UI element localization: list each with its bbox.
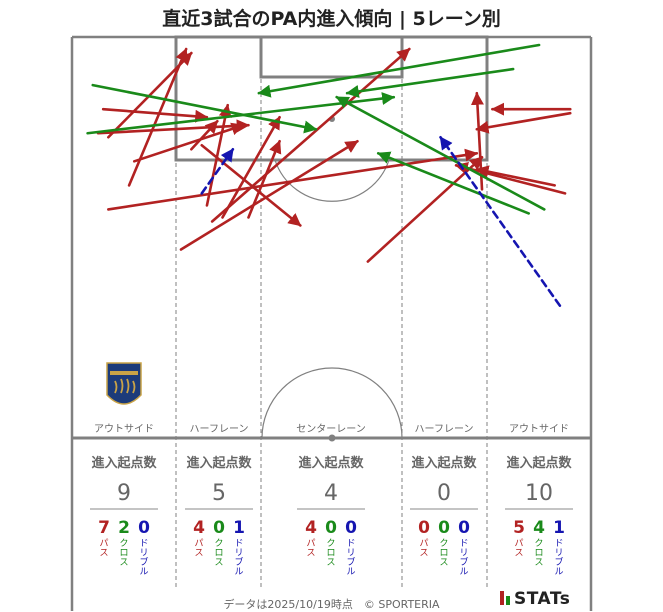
stat-dribble-count: 1 bbox=[233, 518, 245, 538]
lane-stats: 進入起点数97パス2クロス0ドリブル進入起点数54パス0クロス1ドリブル進入起点… bbox=[90, 455, 573, 578]
cross-arrow bbox=[335, 95, 546, 211]
stat-cross-count: 4 bbox=[533, 518, 545, 538]
pass-arrow bbox=[475, 165, 556, 187]
stat-total: 4 bbox=[324, 481, 338, 506]
pass-arrow bbox=[475, 111, 572, 134]
pass-arrow bbox=[132, 122, 245, 163]
stat-header: 進入起点数 bbox=[186, 455, 252, 471]
stat-cross-count: 0 bbox=[325, 518, 337, 538]
chart-title: 直近3試合のPA内進入傾向 | 5レーン別 bbox=[162, 8, 501, 30]
lane-label: アウトサイド bbox=[94, 423, 154, 435]
stat-cross-label: クロス bbox=[326, 538, 335, 568]
stat-cross-label: クロス bbox=[439, 538, 448, 568]
stat-pass-label: パス bbox=[99, 538, 108, 559]
stat-header: 進入起点数 bbox=[91, 455, 157, 471]
dribble-arrow bbox=[439, 135, 562, 307]
stat-dribble-label: ドリブル bbox=[139, 539, 148, 578]
pass-arrow bbox=[190, 119, 219, 151]
lane-label: ハーフレーン bbox=[415, 424, 474, 435]
lane-label: センターレーン bbox=[296, 423, 366, 435]
stat-header: 進入起点数 bbox=[411, 455, 477, 471]
stat-cross-count: 0 bbox=[213, 518, 225, 538]
stat-pass-count: 0 bbox=[418, 518, 430, 538]
stat-total: 9 bbox=[117, 481, 131, 506]
lane-label: ハーフレーン bbox=[190, 424, 249, 435]
brand-text: STATs bbox=[514, 589, 571, 609]
stat-header: 進入起点数 bbox=[506, 455, 572, 471]
stat-cross-label: クロス bbox=[534, 538, 543, 568]
footer-note: データは2025/10/19時点 © SPORTERIA bbox=[223, 598, 440, 611]
stat-pass-label: パス bbox=[306, 538, 315, 559]
lane-label: アウトサイド bbox=[509, 423, 569, 435]
stat-header: 進入起点数 bbox=[298, 455, 364, 471]
dribble-arrow bbox=[200, 147, 235, 195]
stat-pass-label: パス bbox=[419, 538, 428, 559]
stat-dribble-count: 1 bbox=[553, 518, 565, 538]
penalty-area bbox=[174, 35, 489, 162]
pass-arrow bbox=[179, 139, 359, 251]
stat-pass-count: 5 bbox=[513, 518, 525, 538]
stat-dribble-count: 0 bbox=[138, 518, 150, 538]
pass-arrow bbox=[366, 156, 484, 263]
stat-dribble-label: ドリブル bbox=[346, 539, 355, 578]
stat-pass-count: 7 bbox=[98, 518, 110, 538]
stat-pass-label: パス bbox=[514, 538, 523, 559]
cross-arrow bbox=[257, 43, 541, 98]
center-spot bbox=[328, 434, 336, 442]
stat-dribble-label: ドリブル bbox=[459, 539, 468, 578]
cross-arrow bbox=[376, 151, 531, 215]
pass-arrow bbox=[200, 143, 302, 227]
pass-arrow bbox=[210, 47, 411, 223]
center-circle bbox=[261, 367, 403, 439]
team-badge bbox=[106, 362, 142, 405]
entry-arrows bbox=[86, 43, 572, 307]
stat-total: 10 bbox=[525, 481, 553, 506]
pass-arrow bbox=[127, 47, 188, 187]
pass-arrow bbox=[221, 115, 281, 219]
penalty-arc bbox=[274, 159, 390, 202]
stat-dribble-count: 0 bbox=[345, 518, 357, 538]
stat-cross-count: 2 bbox=[118, 518, 130, 538]
pitch-lines bbox=[70, 35, 593, 611]
stat-pass-count: 4 bbox=[305, 518, 317, 538]
stat-cross-label: クロス bbox=[119, 538, 128, 568]
pass-arrow bbox=[205, 103, 232, 207]
cross-arrow bbox=[345, 67, 515, 98]
stat-total: 0 bbox=[437, 481, 451, 506]
brand-logo: STATs bbox=[500, 589, 570, 609]
stat-pass-count: 4 bbox=[193, 518, 205, 538]
pass-arrow bbox=[101, 107, 209, 123]
stat-dribble-count: 0 bbox=[458, 518, 470, 538]
stat-cross-count: 0 bbox=[438, 518, 450, 538]
pass-arrow bbox=[247, 139, 282, 219]
stat-pass-label: パス bbox=[194, 538, 203, 559]
stat-dribble-label: ドリブル bbox=[234, 539, 243, 578]
pass-arrow bbox=[454, 161, 567, 195]
stat-dribble-label: ドリブル bbox=[554, 539, 563, 578]
cross-arrow bbox=[91, 83, 318, 134]
stat-cross-label: クロス bbox=[214, 538, 223, 568]
stat-total: 5 bbox=[212, 481, 226, 506]
lane-labels: アウトサイド ハーフレーン センターレーン ハーフレーン アウトサイド bbox=[94, 423, 569, 435]
